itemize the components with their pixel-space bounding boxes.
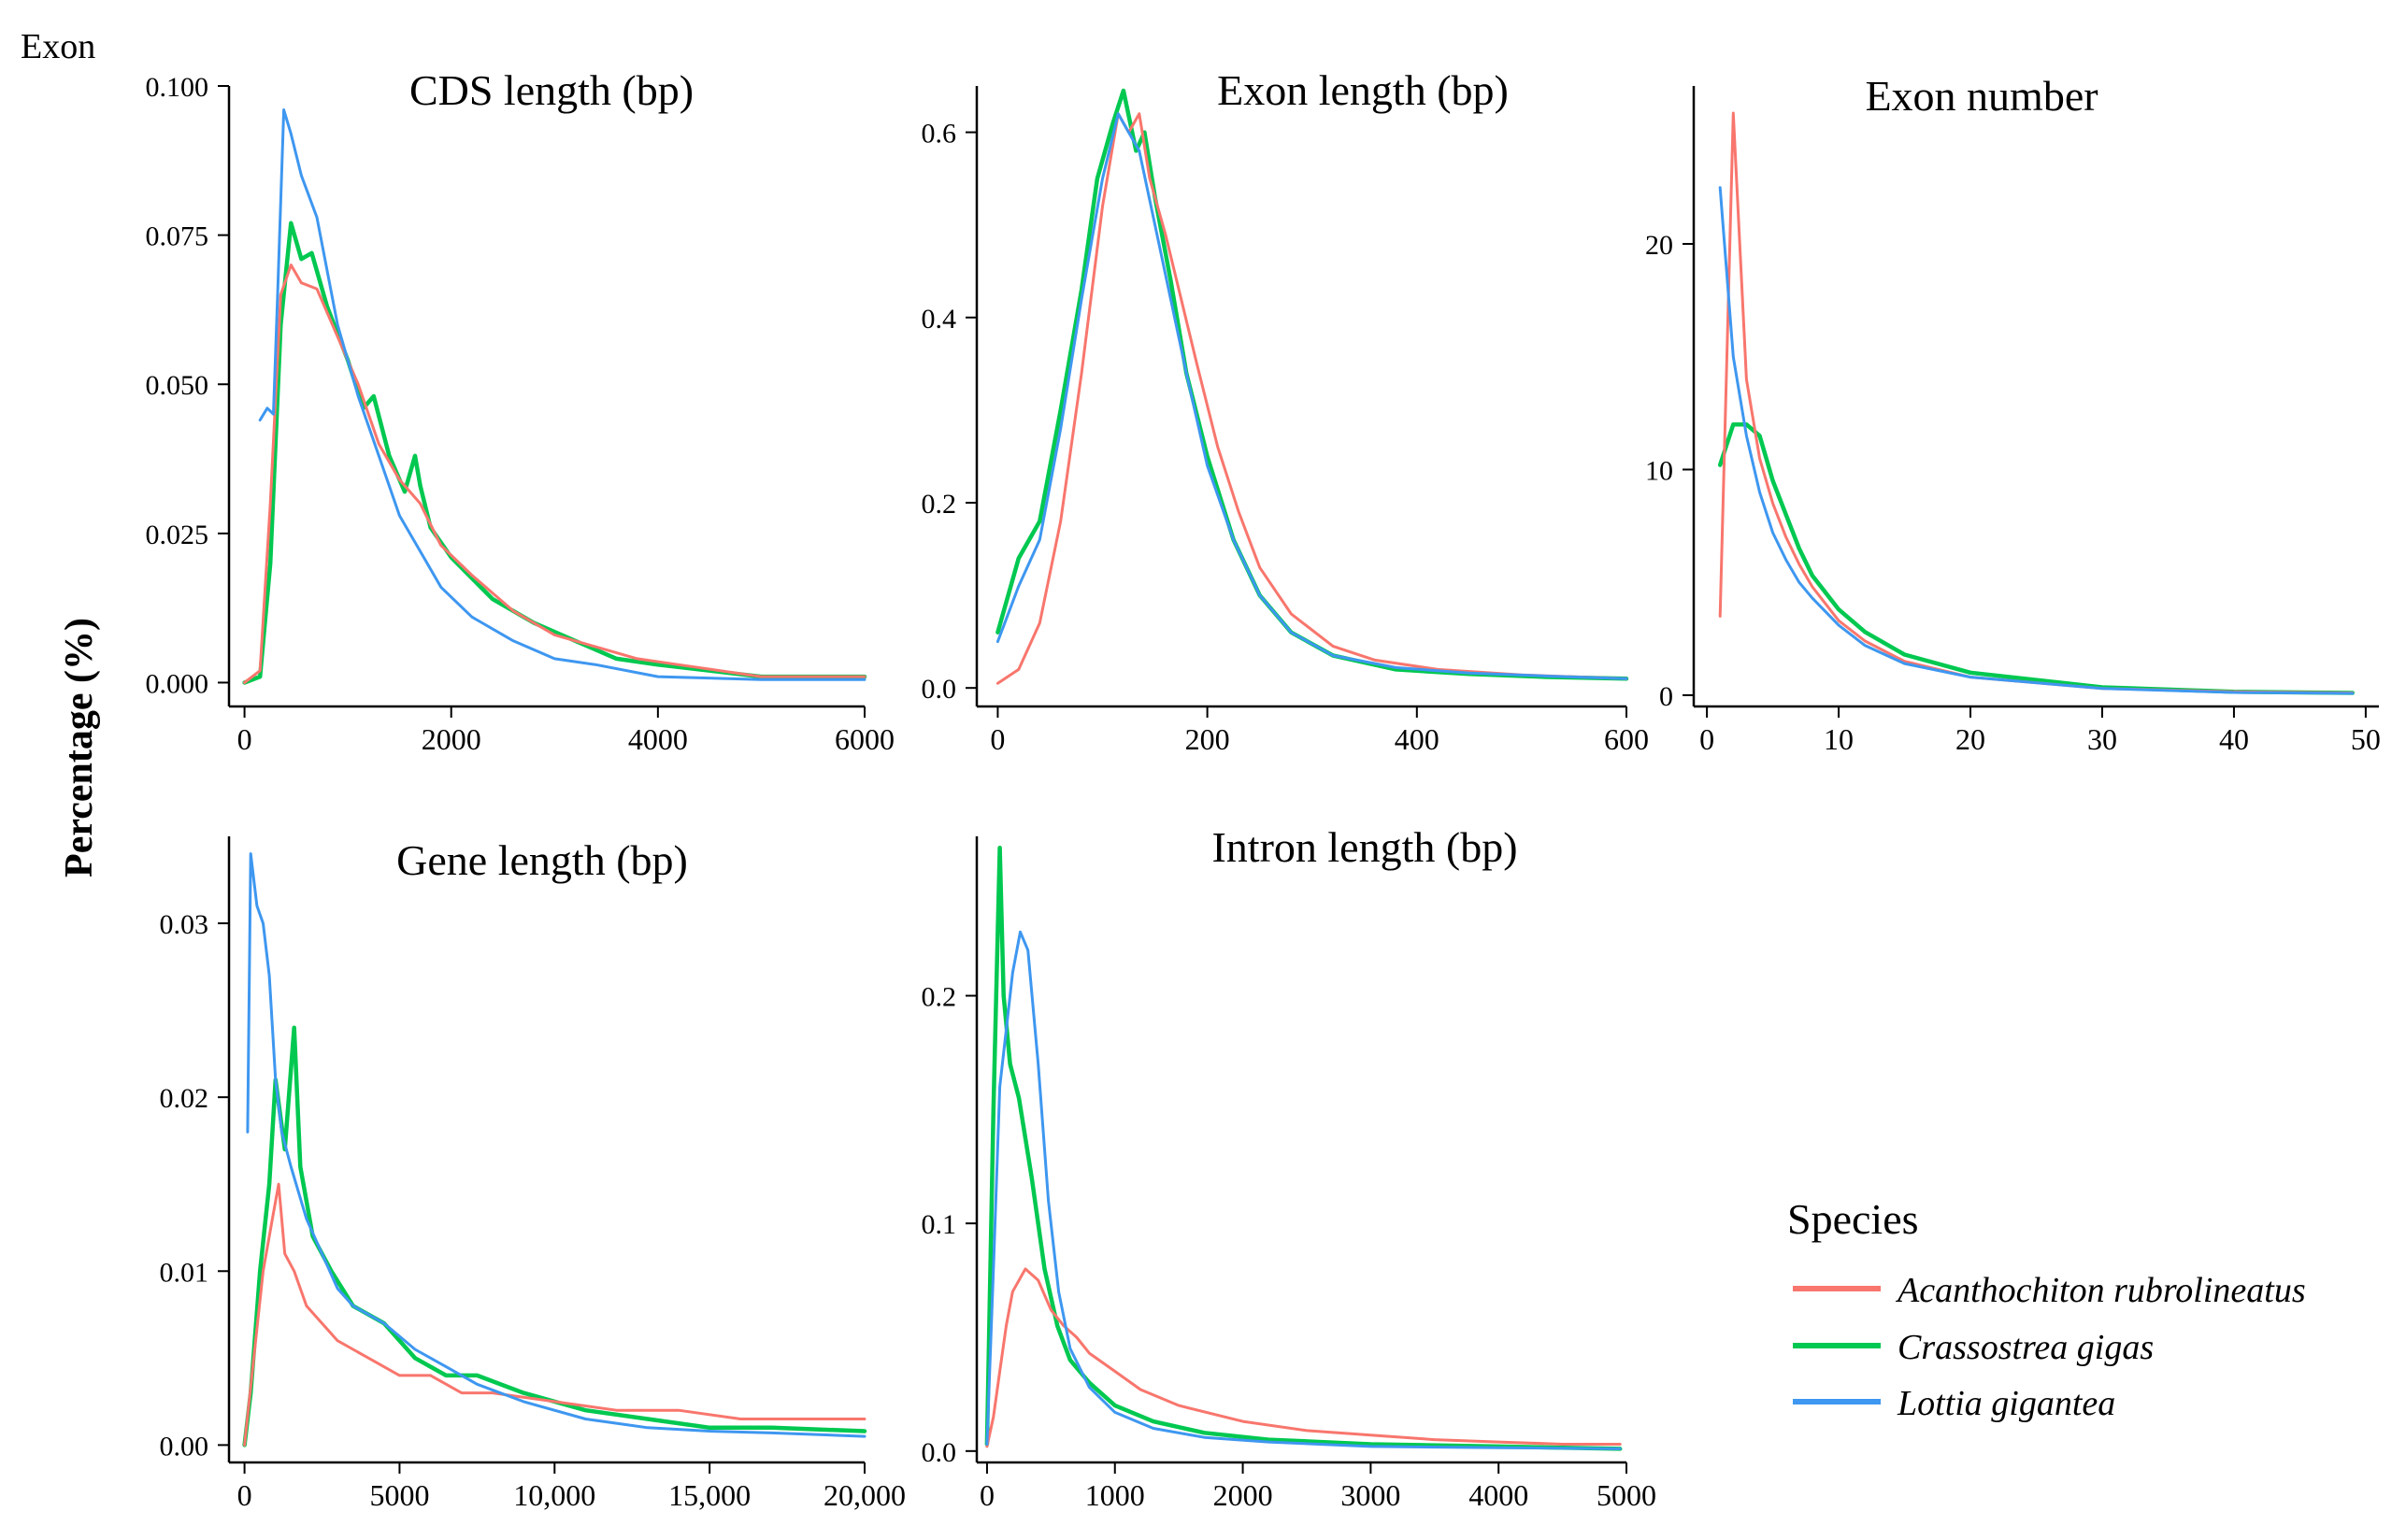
x-tick-label: 2000 bbox=[422, 722, 481, 756]
y-tick-label: 0.4 bbox=[922, 304, 957, 335]
legend-label-lottia: Lottia gigantea bbox=[1897, 1384, 2115, 1423]
y-tick-label: 0.1 bbox=[922, 1209, 957, 1240]
x-tick-label: 200 bbox=[1185, 722, 1230, 756]
x-tick-label: 4000 bbox=[628, 722, 688, 756]
y-tick-label: 0.0 bbox=[922, 674, 957, 705]
y-tick-label: 10 bbox=[1645, 455, 1673, 486]
series-line-acanthochiton-rubrolineatus bbox=[243, 264, 866, 684]
y-tick-label: 20 bbox=[1645, 230, 1673, 261]
x-tick-label: 0 bbox=[1699, 722, 1714, 756]
panel-title: Exon number bbox=[1865, 72, 2098, 120]
x-tick-label: 5000 bbox=[1597, 1478, 1656, 1512]
x-tick-label: 3000 bbox=[1340, 1478, 1400, 1512]
x-tick-label: 40 bbox=[2219, 722, 2249, 756]
panel-title: Exon length (bp) bbox=[1217, 66, 1509, 114]
x-tick-label: 5000 bbox=[369, 1478, 429, 1512]
x-tick-label: 0 bbox=[237, 722, 252, 756]
x-tick-label: 10,000 bbox=[513, 1478, 595, 1512]
x-tick-label: 0 bbox=[237, 1478, 252, 1512]
y-axis-label: Percentage (%) bbox=[58, 618, 101, 877]
x-tick-label: 50 bbox=[2351, 722, 2381, 756]
y-tick-label: 0.03 bbox=[160, 909, 209, 940]
series-line-acanthochiton-rubrolineatus bbox=[243, 1182, 866, 1447]
series-line-lottia-gigantea bbox=[1718, 186, 2355, 695]
series-line-lottia-gigantea bbox=[258, 108, 866, 681]
legend-label-crassostrea: Crassostrea gigas bbox=[1898, 1328, 2154, 1367]
series-line-crassostrea-gigas bbox=[984, 845, 1623, 1451]
y-tick-label: 0 bbox=[1659, 681, 1673, 712]
series-line-acanthochiton-rubrolineatus bbox=[995, 112, 1628, 685]
panel-cds-length-bp: CDS length (bp) 0 2000 4000 6000 0.000 0.025 0.… bbox=[146, 66, 895, 756]
x-tick-label: 1000 bbox=[1085, 1478, 1145, 1512]
legend: Species Acanthochiton rubrolineatus Cras… bbox=[1787, 1195, 2306, 1423]
panel-title: Intron length (bp) bbox=[1211, 823, 1517, 871]
y-tick-label: 0.050 bbox=[146, 370, 209, 401]
legend-label-acanthochiton: Acanthochiton rubrolineatus bbox=[1895, 1271, 2306, 1310]
y-tick-label: 0.6 bbox=[922, 119, 957, 150]
panel-exon-length-bp: Exon length (bp) 0 200 400 600 0.0 0.2 0.4 0.6 bbox=[922, 66, 1650, 756]
x-tick-label: 20 bbox=[1955, 722, 1985, 756]
y-tick-label: 0.2 bbox=[922, 982, 957, 1013]
x-tick-label: 600 bbox=[1604, 722, 1649, 756]
y-tick-label: 0.0 bbox=[922, 1437, 957, 1468]
y-tick-label: 0.00 bbox=[160, 1431, 209, 1462]
corner-label: Exon bbox=[21, 27, 95, 66]
x-tick-label: 10 bbox=[1824, 722, 1854, 756]
x-tick-label: 2000 bbox=[1213, 1478, 1273, 1512]
x-tick-label: 20,000 bbox=[823, 1478, 906, 1512]
panel-title: Gene length (bp) bbox=[396, 836, 688, 884]
y-tick-label: 0.025 bbox=[146, 520, 209, 550]
panel-title: CDS length (bp) bbox=[409, 66, 694, 114]
panel-intron-length-bp: Intron length (bp) 0 1000 2000 3000 4000 5000 0… bbox=[922, 823, 1657, 1512]
x-tick-label: 15,000 bbox=[668, 1478, 751, 1512]
x-tick-label: 30 bbox=[2087, 722, 2117, 756]
x-tick-label: 4000 bbox=[1468, 1478, 1528, 1512]
legend-title: Species bbox=[1787, 1195, 1919, 1243]
y-tick-label: 0.100 bbox=[146, 72, 209, 103]
y-tick-label: 0.01 bbox=[160, 1257, 209, 1288]
panel-gene-length-bp: Gene length (bp) 0 5000 10,000 15,000 20,000 0… bbox=[160, 836, 906, 1512]
y-tick-label: 0.02 bbox=[160, 1083, 209, 1114]
x-tick-label: 6000 bbox=[835, 722, 895, 756]
series-line-lottia-gigantea bbox=[995, 112, 1628, 680]
series-line-acanthochiton-rubrolineatus bbox=[985, 1267, 1622, 1448]
x-tick-label: 400 bbox=[1395, 722, 1439, 756]
series-line-crassostrea-gigas bbox=[1717, 421, 2356, 695]
x-tick-label: 0 bbox=[990, 722, 1005, 756]
y-tick-label: 0.075 bbox=[146, 221, 209, 252]
panel-exon-number: Exon number 0 10 20 30 40 50 0 10 20 bbox=[1645, 72, 2381, 756]
x-tick-label: 0 bbox=[980, 1478, 995, 1512]
series-line-lottia-gigantea bbox=[246, 852, 866, 1438]
series-line-lottia-gigantea bbox=[985, 930, 1622, 1450]
chart-panels: CDS length (bp)0 2000 4000 60000.0000.0250.… bbox=[146, 66, 2381, 1512]
y-tick-label: 0.2 bbox=[922, 489, 957, 520]
y-tick-label: 0.000 bbox=[146, 668, 209, 699]
